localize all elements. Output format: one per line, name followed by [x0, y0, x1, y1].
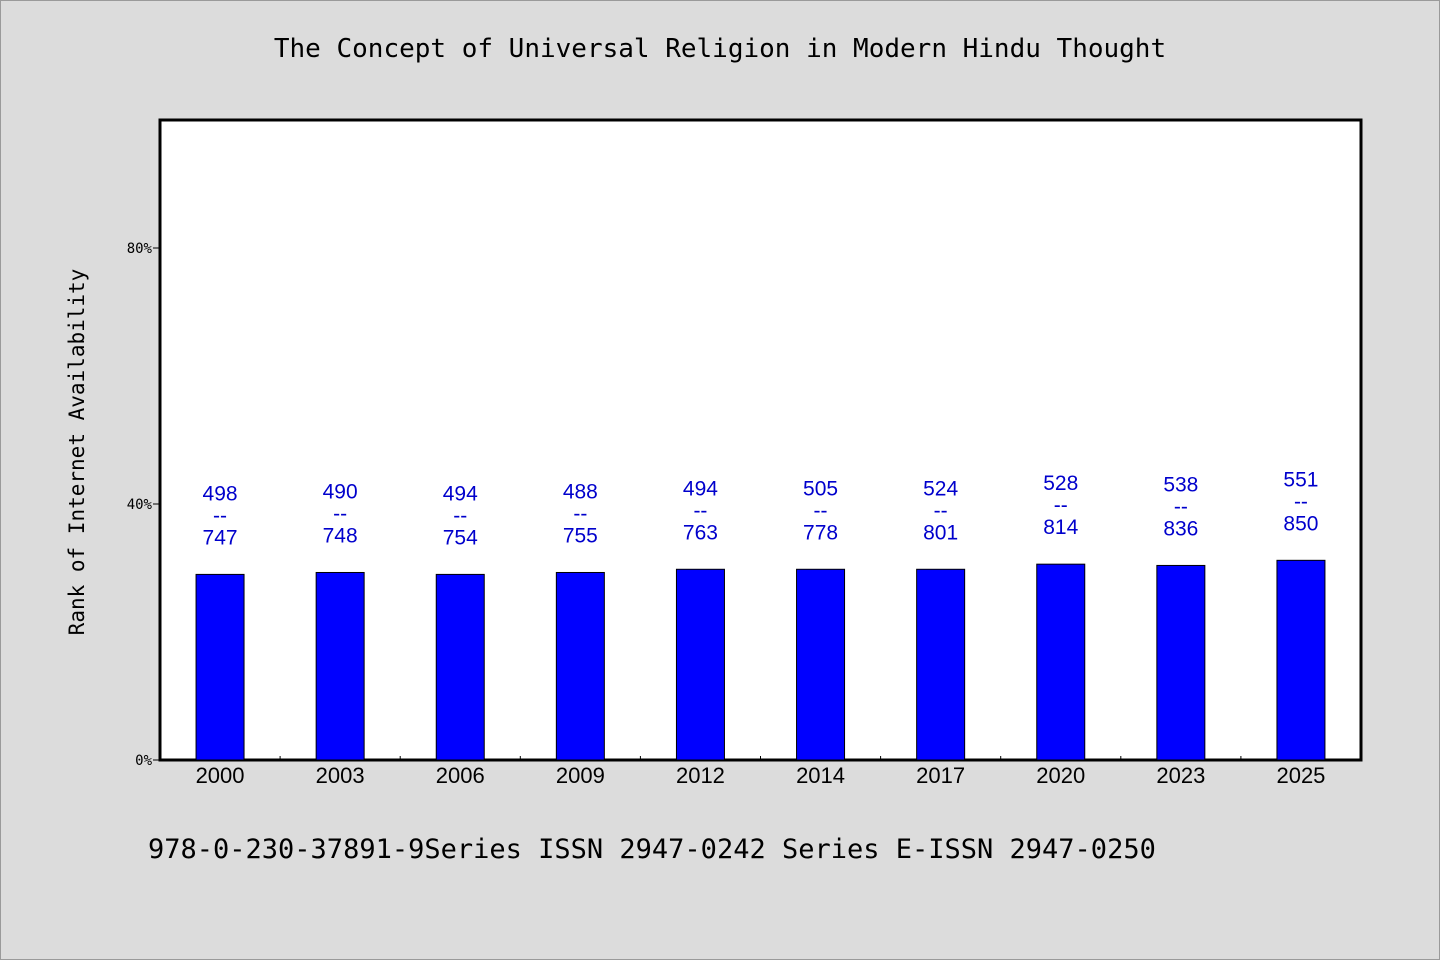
y-tick-label-0: 0% [135, 753, 152, 769]
x-tick-label-2020: 2020 [1036, 763, 1085, 788]
data-label-top-2025: 551 [1283, 468, 1318, 491]
x-tick-label-2009: 2009 [556, 763, 605, 788]
data-label-bottom-2014: 778 [803, 521, 838, 544]
bar-2025 [1276, 559, 1326, 761]
data-label-sep-2003: -- [333, 502, 347, 525]
data-label-top-2020: 528 [1043, 472, 1078, 495]
y-tick-label-40: 40% [127, 497, 153, 513]
data-label-top-2003: 490 [323, 480, 358, 503]
data-label-sep-2023: -- [1174, 495, 1188, 518]
bar-2009 [555, 571, 605, 761]
data-label-bottom-2017: 801 [923, 521, 958, 544]
x-tick-label-2006: 2006 [436, 763, 485, 788]
x-tick-label-2000: 2000 [196, 763, 245, 788]
data-label-bottom-2009: 755 [563, 524, 598, 547]
bar-2014 [796, 568, 846, 761]
bar-2020 [1036, 563, 1086, 761]
x-tick-label-2017: 2017 [916, 763, 965, 788]
data-label-sep-2006: -- [453, 504, 467, 527]
data-label-top-2006: 494 [443, 482, 478, 505]
data-label-sep-2014: -- [814, 499, 828, 522]
axes-layer: 2000 2003 2006 2009 2012 2014 2017 2020 2023 2025… [127, 241, 1326, 788]
x-tick-label-2014: 2014 [796, 763, 845, 788]
data-label-sep-2009: -- [573, 502, 587, 525]
bar-2006 [435, 573, 485, 761]
x-tick-label-2012: 2012 [676, 763, 725, 788]
data-label-top-2000: 498 [203, 482, 238, 505]
data-label-bottom-2000: 747 [203, 526, 238, 549]
data-label-sep-2012: -- [693, 499, 707, 522]
data-label-bottom-2012: 763 [683, 521, 718, 544]
data-label-sep-2000: -- [213, 504, 227, 527]
bars-layer [195, 559, 1326, 761]
data-label-bottom-2023: 836 [1163, 517, 1198, 540]
bar-2012 [675, 568, 725, 761]
data-label-bottom-2025: 850 [1283, 512, 1318, 535]
data-label-top-2017: 524 [923, 477, 958, 500]
footer-isbn-issn: 978-0-230-37891-9Series ISSN 2947-0242 S… [148, 834, 1156, 865]
data-label-sep-2025: -- [1294, 490, 1308, 513]
chart-title: The Concept of Universal Religion in Mod… [273, 34, 1167, 64]
x-tick-label-2003: 2003 [316, 763, 365, 788]
y-tick-label-80: 80% [127, 241, 153, 257]
data-label-top-2009: 488 [563, 480, 598, 503]
x-tick-label-2025: 2025 [1276, 763, 1325, 788]
data-label-bottom-2020: 814 [1043, 516, 1078, 539]
x-tick-label-2023: 2023 [1156, 763, 1205, 788]
bar-2023 [1156, 564, 1206, 761]
data-label-sep-2017: -- [934, 499, 948, 522]
data-label-top-2012: 494 [683, 477, 718, 500]
bar-2000 [195, 573, 245, 761]
data-label-top-2014: 505 [803, 477, 838, 500]
data-label-top-2023: 538 [1163, 473, 1198, 496]
data-label-sep-2020: -- [1054, 494, 1068, 517]
bar-2017 [916, 568, 966, 761]
bar-2003 [315, 571, 365, 761]
data-label-bottom-2006: 754 [443, 526, 478, 549]
data-labels-layer: 498--747490--748494--754488--755494--763… [203, 468, 1319, 549]
data-label-bottom-2003: 748 [323, 524, 358, 547]
